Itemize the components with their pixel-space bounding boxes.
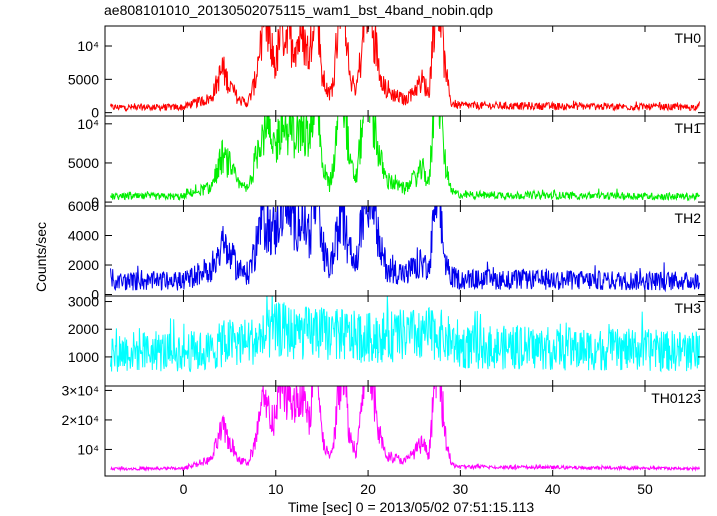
y-axis-label: Counts/sec (33, 222, 49, 292)
panel-label: TH2 (675, 210, 702, 226)
panel-label: TH3 (675, 300, 702, 316)
y-tick-label: 5000 (68, 71, 99, 87)
panel-th3: 1000 2000 3000 TH3 (68, 294, 706, 387)
panel-th1: 0 5000 10⁴ TH1 (68, 115, 706, 210)
y-tick-label: 0 (91, 287, 99, 303)
y-tick-label: 0 (91, 105, 99, 121)
panel-th0123: 10⁴ 2×10⁴ 3×10⁴ TH0123 (61, 382, 706, 477)
y-tick-label: 6000 (68, 198, 99, 214)
y-tick-label: 2000 (68, 321, 99, 337)
y-tick-label: 2×10⁴ (61, 412, 99, 428)
y-tick-label: 3000 (68, 294, 99, 310)
y-tick-label: 2000 (68, 257, 99, 273)
x-tick-label: 20 (360, 481, 376, 497)
y-tick-label: 4000 (68, 228, 99, 244)
panel-th2: 0 2000 4000 6000 TH2 (68, 198, 706, 303)
y-tick-label: 10⁴ (77, 441, 99, 457)
panels-group: 0 5000 10⁴ TH0 0 5000 10⁴ TH1 0 2000 4000 6000 TH2 10… (61, 25, 706, 497)
chart-title: ae808101010_20130502075115_wam1_bst_4ban… (104, 2, 493, 18)
panel-frame (104, 385, 706, 477)
x-tick-label: 10 (268, 481, 284, 497)
x-tick-label: 30 (453, 481, 469, 497)
panel-label: TH1 (675, 120, 702, 136)
y-tick-label: 10⁴ (77, 116, 99, 132)
y-tick-label: 0 (91, 194, 99, 210)
series-line-th1 (110, 116, 700, 202)
y-tick-label: 10⁴ (77, 38, 99, 54)
series-line-th3 (110, 296, 700, 373)
x-tick-label: 50 (637, 481, 653, 497)
panel-label: TH0 (675, 30, 702, 46)
x-tick-label: 0 (180, 481, 188, 497)
x-axis-label: Time [sec] 0 = 2013/05/02 07:51:15.113 (288, 499, 535, 515)
y-tick-label: 3×10⁴ (61, 382, 99, 398)
y-tick-label: 5000 (68, 155, 99, 171)
series-line-th0123 (110, 386, 700, 472)
series-line-th0 (110, 26, 700, 112)
x-tick-label: 40 (545, 481, 561, 497)
y-tick-label: 1000 (68, 349, 99, 365)
series-line-th2 (110, 206, 700, 293)
panel-label: TH0123 (651, 390, 701, 406)
panel-th0: 0 5000 10⁴ TH0 (68, 25, 706, 121)
